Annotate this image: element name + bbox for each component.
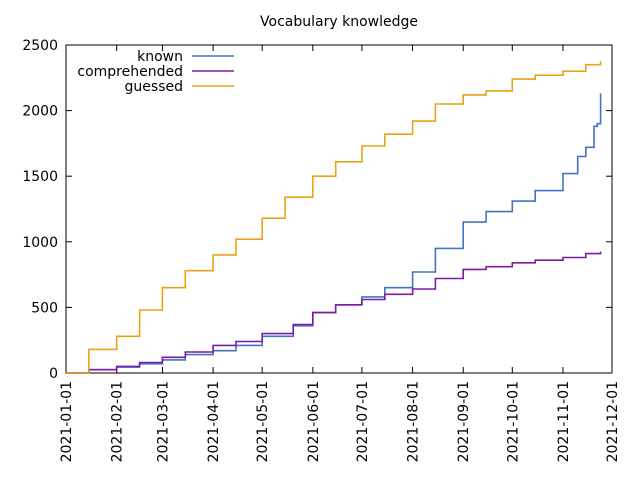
x-tick-label: 2021-06-01: [306, 381, 322, 462]
y-tick-label: 1000: [22, 235, 58, 251]
y-tick-label: 2000: [22, 104, 58, 120]
y-tick-label: 1500: [22, 169, 58, 185]
plot-frame: [65, 44, 613, 374]
legend-label-known: known: [137, 49, 183, 65]
x-tick-label: 2021-11-01: [556, 381, 572, 462]
legend-label-comprehended: comprehended: [77, 64, 183, 80]
series-line-known: [66, 93, 602, 374]
y-axis: 0 500 1000 1500 2000 2500: [22, 38, 612, 382]
x-tick-label: 2021-09-01: [456, 381, 472, 462]
chart-title: Vocabulary knowledge: [260, 14, 418, 30]
x-axis: 2021-01-01 2021-02-01 2021-03-01 2021-04-01…: [59, 45, 621, 462]
x-tick-label: 2021-08-01: [406, 381, 422, 462]
x-tick-label: 2021-05-01: [255, 381, 271, 462]
x-tick-label: 2021-01-01: [59, 381, 75, 462]
x-tick-label: 2021-04-01: [206, 381, 222, 462]
series-line-comprehended: [66, 251, 602, 374]
legend-label-guessed: guessed: [125, 79, 183, 95]
series-line-guessed: [66, 61, 602, 374]
series-layer: [66, 61, 602, 374]
x-tick-label: 2021-10-01: [505, 381, 521, 462]
y-tick-label: 500: [31, 300, 58, 316]
x-tick-label: 2021-07-01: [355, 381, 371, 462]
y-tick-label: 0: [49, 366, 58, 382]
x-tick-label: 2021-12-01: [605, 381, 621, 462]
x-tick-label: 2021-03-01: [155, 381, 171, 462]
x-tick-label: 2021-02-01: [110, 381, 126, 462]
y-tick-label: 2500: [22, 38, 58, 54]
